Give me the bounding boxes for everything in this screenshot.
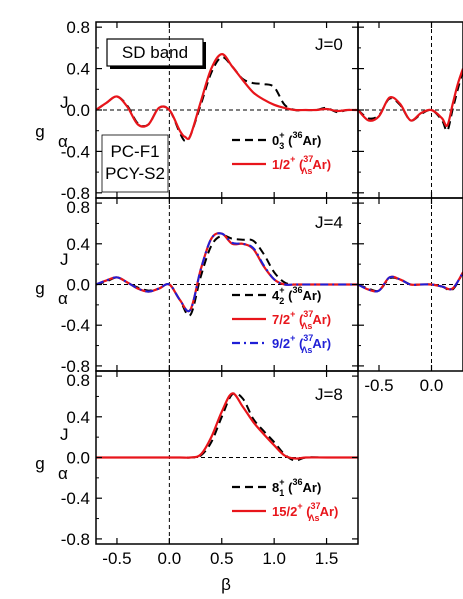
panel-j0-right xyxy=(357,21,463,199)
j-label-0: J=0 xyxy=(315,35,343,54)
y-tick-label: 0.8 xyxy=(66,18,90,37)
series-group xyxy=(96,232,358,317)
series-line-0 xyxy=(358,70,463,132)
ylabel-bottom: g J α xyxy=(35,425,68,483)
y-tick-label: -0.4 xyxy=(61,316,90,335)
svg-text:J: J xyxy=(60,93,69,112)
band-label: SD band xyxy=(122,43,188,62)
y-tick-label: 0.0 xyxy=(66,449,90,468)
y-tick-label: -0.4 xyxy=(61,142,90,161)
legend-j0: 03+ (36Ar) 1/2+ (37 ΛsAr) xyxy=(232,130,331,176)
x-tick-label: 1.5 xyxy=(315,549,339,568)
y-tick-label: 0.4 xyxy=(66,235,90,254)
functional-label-1: PC-F1 xyxy=(110,142,159,161)
legend-label: 15/2+ (37 ΛsAr) xyxy=(272,501,338,523)
x-axis-label: β xyxy=(221,575,231,594)
y-tick-label: 0.0 xyxy=(66,101,90,120)
y-tick-label: -0.8 xyxy=(61,357,90,376)
j-label-8: J=8 xyxy=(315,385,343,404)
svg-text:g: g xyxy=(35,122,44,141)
svg-text:J: J xyxy=(60,425,69,444)
y-tick-label: -0.8 xyxy=(61,530,90,549)
series-line-1 xyxy=(358,68,463,128)
series-line-2 xyxy=(358,271,463,293)
ylabel-middle: g J α xyxy=(35,250,68,308)
legend-label: 03+ (36Ar) xyxy=(272,130,321,151)
panel-j4-right: -0.5 0.0 xyxy=(357,197,463,395)
y-tick-label: -0.4 xyxy=(61,489,90,508)
svg-text:α: α xyxy=(58,132,68,151)
band-label-box: SD band xyxy=(106,38,206,69)
y-tick-label: -0.8 xyxy=(61,184,90,203)
ylabel-top: g J α xyxy=(35,93,68,151)
legend-j8: 81+ (36Ar) 15/2+ (37 ΛsAr) xyxy=(232,477,338,523)
svg-text:α: α xyxy=(58,289,68,308)
legend-label: 81+ (36Ar) xyxy=(272,477,321,498)
y-tick-label: 0.4 xyxy=(66,408,90,427)
panel-j8: 0.8 0.4 0.0 -0.4 -0.8 -0.5 0.0 0.5 1.0 1.5 xyxy=(61,370,359,568)
svg-text:g: g xyxy=(35,279,44,298)
legend-label: 9/2+ (37 ΛsAr) xyxy=(272,333,331,355)
x-tick-label: 0.0 xyxy=(420,376,444,395)
svg-text:g: g xyxy=(35,454,44,473)
series-group xyxy=(358,68,463,132)
svg-text:α: α xyxy=(58,464,68,483)
series-line-1 xyxy=(96,53,358,141)
y-tick-label: 0.0 xyxy=(66,276,90,295)
x-tick-label: 0.5 xyxy=(210,549,234,568)
series-line-1 xyxy=(358,271,463,293)
series-group xyxy=(96,392,358,462)
series-group xyxy=(358,271,463,293)
functional-label-box: PC-F1 PCY-S2 xyxy=(101,134,169,193)
series-line-2 xyxy=(96,232,358,313)
x-tick-label: 1.0 xyxy=(262,549,286,568)
j-label-4: J=4 xyxy=(315,213,343,232)
x-tick-label: -0.5 xyxy=(102,549,131,568)
legend-j4: 42+ (36Ar) 7/2+ (37 ΛsAr)9/2+ (37 ΛsAr) xyxy=(232,285,331,355)
y-tick-label: 0.8 xyxy=(66,371,90,390)
legend-label: 7/2+ (37 ΛsAr) xyxy=(272,309,331,331)
legend-label: 1/2+ (37 ΛsAr) xyxy=(272,154,331,176)
series-line-1 xyxy=(96,392,358,460)
legend-label: 42+ (36Ar) xyxy=(272,285,321,306)
x-tick-label: -0.5 xyxy=(364,376,393,395)
series-line-0 xyxy=(96,56,358,143)
series-line-0 xyxy=(96,234,358,317)
y-tick-label: 0.4 xyxy=(66,60,90,79)
svg-text:J: J xyxy=(60,250,69,269)
functional-label-2: PCY-S2 xyxy=(105,164,165,183)
y-tick-label: 0.8 xyxy=(66,198,90,217)
series-group xyxy=(96,53,358,143)
x-tick-label: 0.0 xyxy=(158,549,182,568)
